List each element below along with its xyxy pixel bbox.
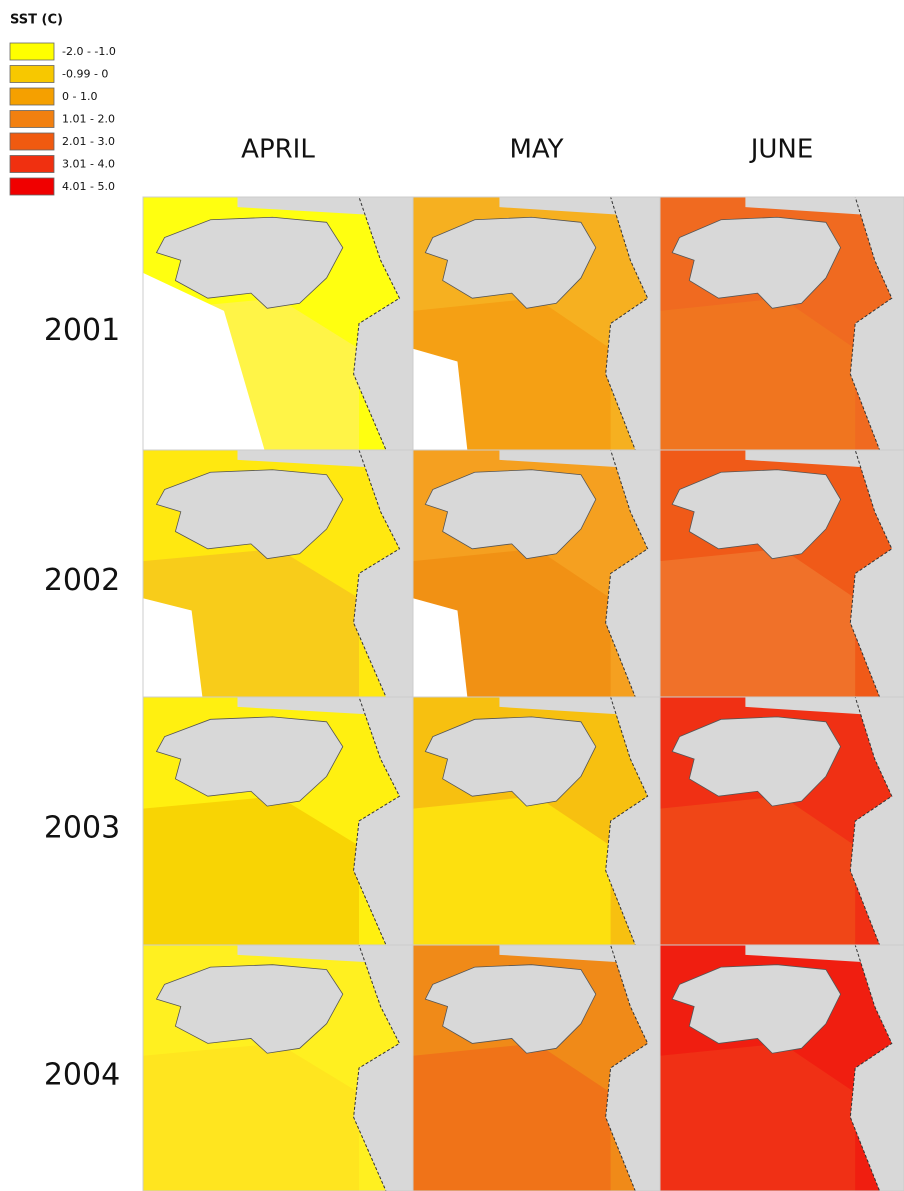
island: [424, 716, 597, 807]
sea-zone: [660, 1043, 856, 1191]
no-data: [143, 598, 203, 697]
sea-zone: [413, 796, 611, 945]
legend-swatch: [9, 42, 55, 61]
map-panel: [412, 196, 661, 451]
island: [671, 964, 842, 1054]
legend-swatch: [9, 155, 55, 173]
island: [155, 964, 344, 1054]
legend-label: -0.99 - 0: [62, 68, 108, 81]
sea-zone: [660, 796, 856, 945]
legend-swatch: [9, 87, 55, 106]
coast-land: [353, 196, 414, 451]
row-label: 2004: [44, 1058, 120, 1093]
legend-label: -2.0 - -1.0: [62, 45, 116, 58]
map-panel: [659, 944, 904, 1191]
row-label: 2002: [44, 563, 120, 598]
no-data: [413, 598, 468, 697]
legend-label: 3.01 - 4.0: [62, 158, 115, 171]
column-label: MAY: [509, 135, 563, 165]
coast-land: [605, 196, 661, 451]
legend-swatch: [9, 65, 55, 83]
map-panel: [142, 944, 414, 1191]
map-panel: [412, 944, 661, 1191]
legend-label: 2.01 - 3.0: [62, 135, 115, 148]
map-panel: [142, 196, 414, 451]
coast-land: [849, 449, 904, 698]
island: [424, 469, 597, 560]
sea-zone: [413, 1043, 611, 1191]
island: [155, 216, 344, 309]
legend-label: 1.01 - 2.0: [62, 113, 115, 126]
map-panel: [412, 696, 661, 946]
island: [155, 716, 344, 807]
sea-zone: [143, 796, 359, 945]
row-label: 2001: [44, 313, 120, 348]
island: [155, 469, 344, 560]
map-panel: [142, 696, 414, 946]
sea-zone: [660, 548, 856, 697]
labels: APRIL MAY JUNE 2001 2002 2003 2004: [44, 135, 813, 1093]
legend-title: SST (C): [10, 13, 63, 28]
map-panel: [659, 196, 904, 451]
row-label: 2003: [44, 811, 120, 846]
island: [424, 216, 597, 309]
sea-zone: [660, 298, 856, 450]
sea-zone: [143, 1043, 359, 1191]
coast-land: [849, 696, 904, 946]
legend-swatch: [9, 177, 55, 196]
coast-land: [849, 196, 904, 451]
map-panel: [412, 449, 661, 698]
legend-swatch: [9, 132, 55, 151]
coast-land: [849, 944, 904, 1191]
map-panel: [659, 696, 904, 946]
legend: -2.0 - -1.0 -0.99 - 0 0 - 1.0 1.01 - 2.0 2.0…: [9, 42, 116, 196]
map-grid: [142, 196, 904, 1191]
no-data: [413, 348, 468, 450]
map-panel: [659, 449, 904, 698]
legend-label: 4.01 - 5.0: [62, 180, 115, 193]
island: [424, 964, 597, 1054]
no-data: [143, 272, 265, 450]
column-label: JUNE: [749, 135, 814, 165]
panel-border: [659, 944, 904, 1191]
map-panel: [142, 449, 414, 698]
island: [671, 469, 842, 560]
legend-label: 0 - 1.0: [62, 90, 97, 103]
legend-swatch: [9, 110, 55, 128]
island: [671, 716, 842, 807]
column-label: APRIL: [241, 135, 315, 165]
island: [671, 216, 842, 309]
